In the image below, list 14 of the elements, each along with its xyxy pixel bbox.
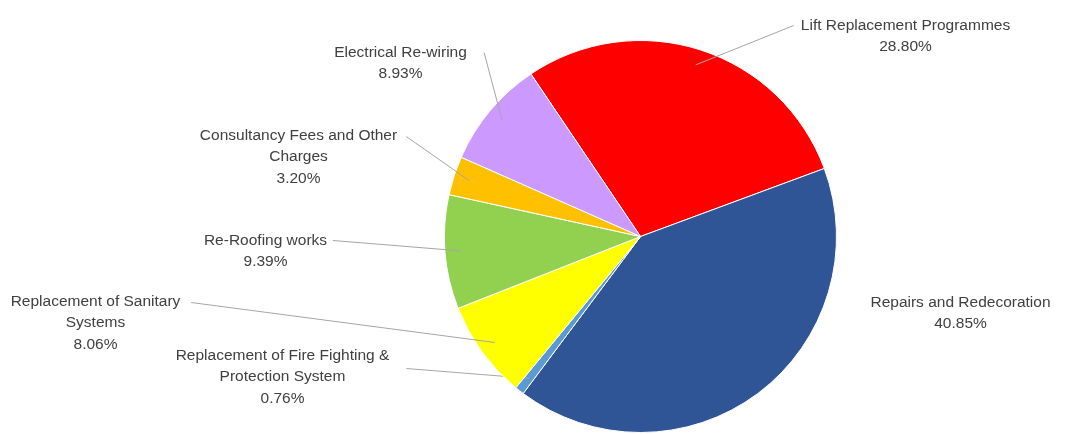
slice-label: Repairs and Redecoration <box>870 293 1051 311</box>
data-label: 8.06% <box>73 334 118 352</box>
slice-label: Replacement of Sanitary Systems <box>10 292 181 331</box>
data-label: 8.93% <box>378 64 423 82</box>
slice-label: Replacement of Fire Fighting & Protection System <box>175 346 390 385</box>
data-label: 0.76% <box>260 388 305 406</box>
data-label: 9.39% <box>243 252 288 270</box>
data-label: 3.20% <box>276 168 321 186</box>
slice-label: Electrical Re-wiring <box>334 43 467 61</box>
slice-label: Re-Roofing works <box>203 231 328 249</box>
slice-label: Lift Replacement Programmes <box>800 16 1011 34</box>
data-label: 40.85% <box>934 314 987 332</box>
slice-label: Consultancy Fees and Other Charges <box>199 126 398 165</box>
data-label: 28.80% <box>879 37 932 55</box>
